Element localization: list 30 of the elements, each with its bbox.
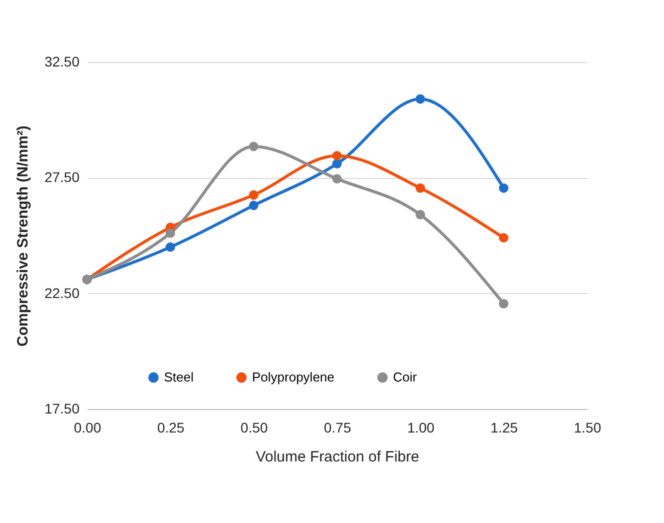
x-tick-label: 1.00 <box>407 420 435 436</box>
point <box>332 174 342 184</box>
x-axis-title: Volume Fraction of Fibre <box>256 448 420 466</box>
legend-label: Coir <box>393 370 418 385</box>
x-tick-label: 0.00 <box>74 420 102 436</box>
x-tick-label: 0.75 <box>324 420 352 436</box>
point <box>332 159 342 169</box>
point <box>498 299 508 308</box>
legend-label: Steel <box>164 370 194 385</box>
point <box>166 242 176 252</box>
point <box>498 233 508 243</box>
point <box>332 150 342 160</box>
x-tick-label: 1.50 <box>574 420 602 436</box>
point <box>248 190 258 200</box>
y-tick-label: 17.50 <box>44 400 80 416</box>
y-tick-label: 22.50 <box>44 284 80 301</box>
y-tick-label: 27.50 <box>44 169 80 186</box>
y-tick-label: 32.50 <box>44 54 80 70</box>
x-tick-label: 0.50 <box>240 420 268 436</box>
point <box>248 200 258 210</box>
x-tick-label: 0.25 <box>157 420 185 436</box>
point <box>416 94 426 104</box>
point <box>248 142 258 152</box>
legend-label: Polypropylene <box>252 370 334 385</box>
point <box>166 228 176 238</box>
point <box>416 210 426 220</box>
point <box>416 183 426 193</box>
x-tick-label: 1.25 <box>490 420 518 436</box>
point <box>498 183 508 193</box>
y-axis-title: Compressive Strength (N/mm²) <box>14 126 32 346</box>
